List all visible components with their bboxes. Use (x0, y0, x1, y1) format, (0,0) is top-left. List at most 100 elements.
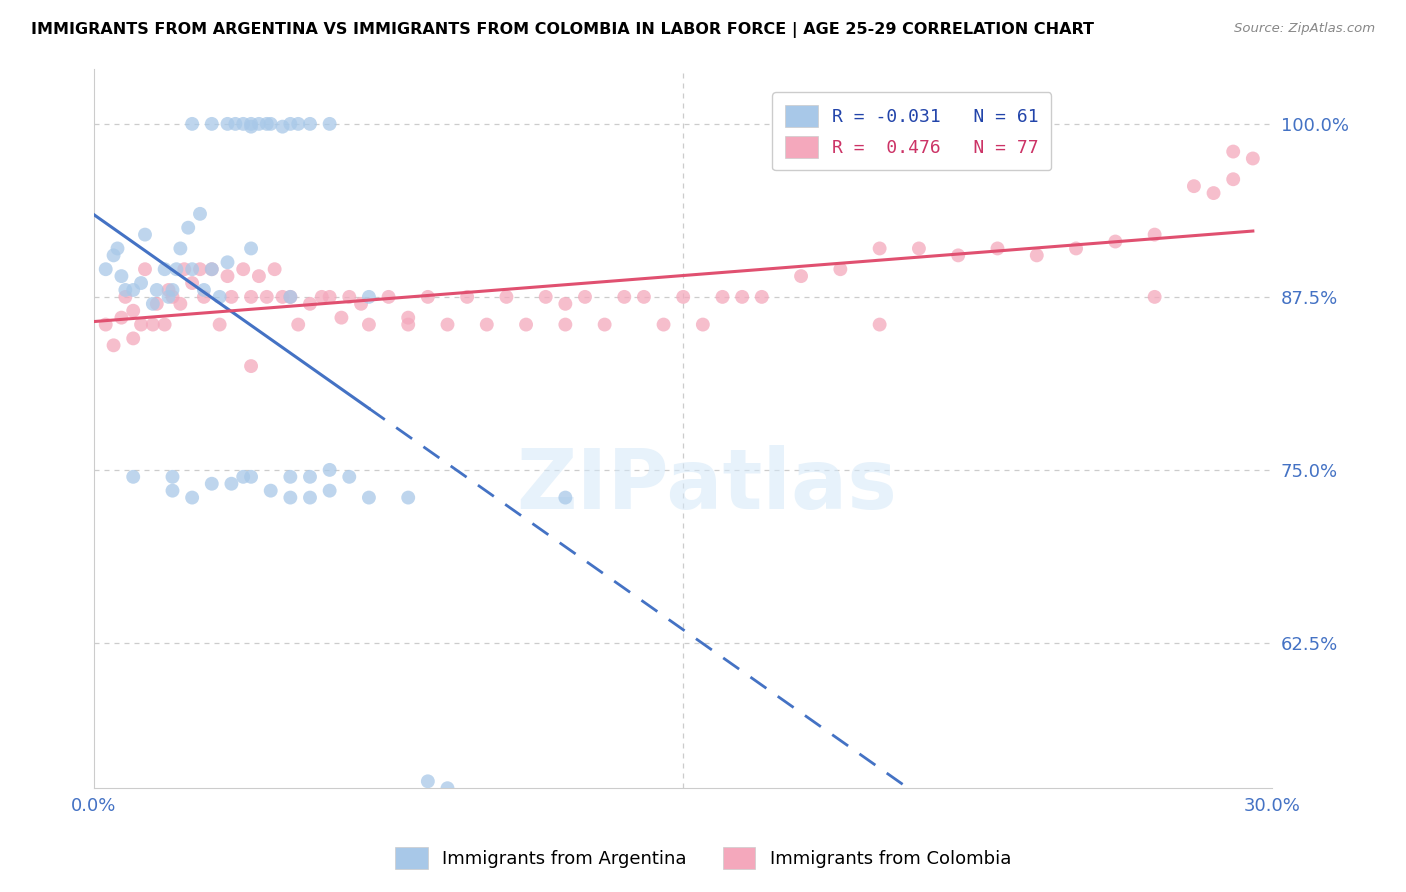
Point (240, 290, 263, 304)
Point (1241, 152, 1264, 166)
Point (377, 290, 399, 304)
Point (357, 318, 380, 332)
Point (188, 207, 211, 221)
Point (240, 117, 263, 131)
Text: IMMIGRANTS FROM ARGENTINA VS IMMIGRANTS FROM COLOMBIA IN LABOR FORCE | AGE 25-29: IMMIGRANTS FROM ARGENTINA VS IMMIGRANTS … (31, 22, 1094, 38)
Point (217, 117, 239, 131)
Point (110, 310, 132, 325)
Point (574, 290, 596, 304)
Point (396, 318, 419, 332)
Point (201, 262, 224, 277)
Point (280, 470, 302, 484)
Point (208, 290, 231, 304)
Point (318, 463, 340, 477)
Point (613, 290, 636, 304)
Point (287, 117, 309, 131)
Point (416, 774, 439, 789)
Point (357, 491, 380, 505)
Point (396, 491, 419, 505)
Point (986, 242, 1008, 256)
Point (157, 290, 180, 304)
Point (554, 297, 576, 311)
Point (1104, 235, 1126, 249)
Point (169, 242, 191, 256)
Point (475, 318, 498, 332)
Point (534, 290, 557, 304)
Legend: Immigrants from Argentina, Immigrants from Colombia: Immigrants from Argentina, Immigrants fr… (387, 838, 1019, 879)
Point (298, 470, 321, 484)
Point (162, 483, 184, 498)
Point (221, 290, 243, 304)
Point (181, 276, 204, 290)
Text: Source: ZipAtlas.com: Source: ZipAtlas.com (1234, 22, 1375, 36)
Point (692, 318, 714, 332)
Point (337, 290, 360, 304)
Point (731, 290, 754, 304)
Point (1143, 290, 1166, 304)
Point (201, 117, 224, 131)
Point (280, 290, 302, 304)
Point (165, 262, 187, 277)
Point (232, 117, 254, 131)
Point (593, 318, 616, 332)
Point (169, 297, 191, 311)
Point (240, 359, 263, 373)
Point (177, 220, 200, 235)
Point (1143, 227, 1166, 242)
Point (221, 476, 243, 491)
Point (181, 262, 204, 277)
Point (232, 262, 254, 277)
Point (208, 318, 231, 332)
Point (1222, 145, 1244, 159)
Point (107, 242, 129, 256)
Point (337, 470, 360, 484)
Point (256, 290, 278, 304)
Point (188, 262, 211, 277)
Point (357, 290, 380, 304)
Point (396, 310, 419, 325)
Point (162, 290, 184, 304)
Point (280, 117, 302, 131)
Point (436, 318, 458, 332)
Point (1182, 179, 1205, 194)
Point (1064, 242, 1087, 256)
Point (181, 117, 204, 131)
Point (94, 262, 117, 277)
Point (122, 470, 145, 484)
Point (790, 269, 813, 284)
Point (162, 283, 184, 297)
Point (260, 483, 283, 498)
Point (416, 290, 439, 304)
Point (217, 255, 239, 269)
Point (146, 297, 169, 311)
Point (224, 117, 246, 131)
Point (232, 470, 254, 484)
Point (554, 318, 576, 332)
Point (142, 297, 165, 311)
Point (298, 491, 321, 505)
Point (554, 491, 576, 505)
Point (280, 290, 302, 304)
Point (201, 262, 224, 277)
Point (298, 117, 321, 131)
Point (94, 318, 117, 332)
Point (318, 483, 340, 498)
Point (110, 269, 132, 284)
Point (350, 297, 373, 311)
Point (129, 276, 152, 290)
Point (318, 117, 340, 131)
Point (436, 781, 458, 796)
Point (830, 262, 852, 277)
Point (287, 318, 309, 332)
Point (240, 470, 263, 484)
Point (330, 310, 353, 325)
Point (122, 331, 145, 345)
Point (1025, 248, 1047, 262)
Point (652, 318, 675, 332)
Point (193, 283, 215, 297)
Point (711, 290, 734, 304)
Point (162, 470, 184, 484)
Point (260, 117, 283, 131)
Point (869, 318, 891, 332)
Point (129, 318, 152, 332)
